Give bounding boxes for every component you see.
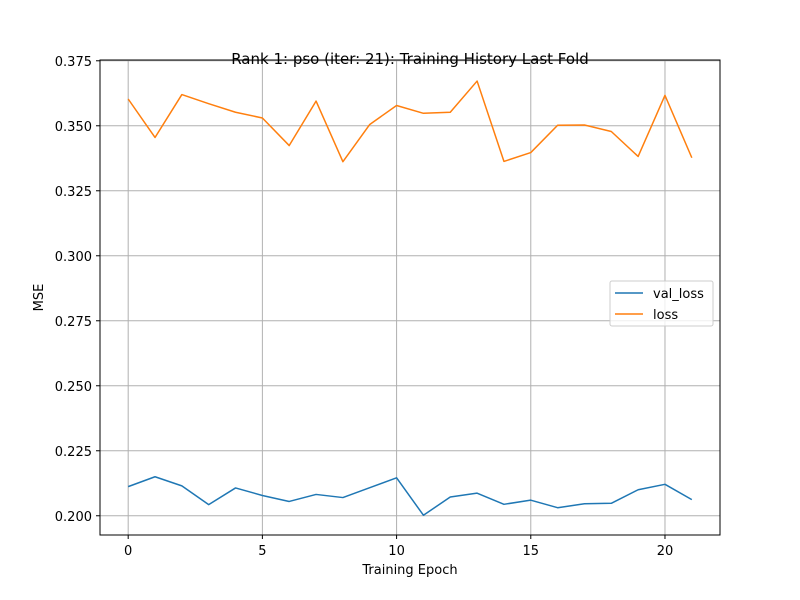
series-line-val-loss bbox=[127, 476, 693, 516]
x-axis-label: Training Epoch bbox=[361, 563, 457, 578]
legend-label-loss: loss bbox=[653, 308, 678, 323]
x-tick-label: 10 bbox=[388, 544, 405, 559]
y-tick-label: 0.275 bbox=[55, 315, 92, 330]
series-lines bbox=[127, 80, 693, 516]
x-tick-label: 0 bbox=[124, 544, 132, 559]
y-tick-label: 0.200 bbox=[55, 510, 92, 525]
series-line-loss bbox=[127, 80, 693, 163]
y-tick-label: 0.225 bbox=[55, 445, 92, 460]
x-axis-ticks: 0 5 10 15 20 bbox=[124, 535, 673, 559]
x-tick-label: 15 bbox=[523, 544, 540, 559]
y-tick-label: 0.350 bbox=[55, 120, 92, 135]
y-axis-label: MSE bbox=[32, 284, 47, 312]
y-tick-label: 0.375 bbox=[55, 55, 92, 70]
plot-frame bbox=[99, 59, 721, 536]
y-tick-label: 0.250 bbox=[55, 380, 92, 395]
y-tick-label: 0.300 bbox=[55, 250, 92, 265]
legend-label-val-loss: val_loss bbox=[653, 287, 704, 302]
x-tick-label: 5 bbox=[258, 544, 266, 559]
y-axis-ticks: 0.200 0.225 0.250 0.275 0.300 0.325 0.350 0.375 bbox=[55, 55, 100, 525]
x-tick-label: 20 bbox=[657, 544, 674, 559]
grid bbox=[100, 60, 720, 535]
chart-title: Rank 1: pso (iter: 21): Training History… bbox=[231, 50, 589, 68]
y-tick-label: 0.325 bbox=[55, 185, 92, 200]
